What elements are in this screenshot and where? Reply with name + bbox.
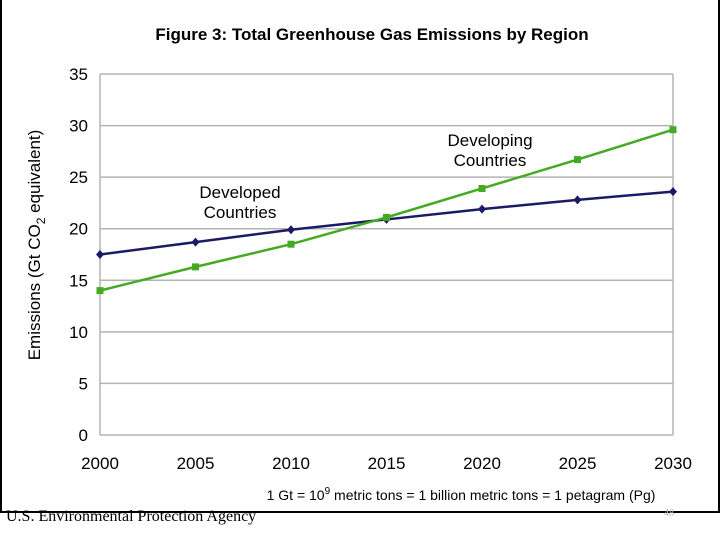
series-label: Countries [454, 151, 527, 170]
series-line-developing [99, 128, 674, 292]
series-label: Developed [199, 183, 280, 202]
data-point [669, 187, 677, 197]
x-tick-label: 2010 [272, 454, 310, 473]
data-point [573, 195, 582, 205]
series-label: Developing [447, 131, 532, 150]
y-tick-label: 30 [69, 117, 88, 136]
data-point [287, 240, 295, 248]
series-label: Countries [204, 203, 277, 222]
x-tick-label: 2000 [81, 454, 119, 473]
x-tick-label: 2030 [654, 454, 692, 473]
chart-title: Figure 3: Total Greenhouse Gas Emissions… [155, 25, 588, 44]
y-tick-label: 35 [69, 65, 88, 84]
footer-source: U.S. Environmental Protection Agency [6, 508, 257, 525]
data-point [478, 184, 486, 192]
data-point [669, 126, 677, 134]
x-tick-label: 2020 [463, 454, 501, 473]
data-point [96, 287, 104, 295]
y-tick-label: 0 [79, 426, 88, 445]
y-tick-label: 5 [79, 374, 88, 393]
data-point [191, 237, 200, 247]
slide-frame [0, 0, 720, 513]
data-point [383, 213, 390, 221]
data-point [574, 156, 581, 164]
x-tick-label: 2015 [368, 454, 406, 473]
y-tick-label: 15 [69, 271, 88, 290]
x-tick-label: 2005 [177, 454, 215, 473]
y-tick-label: 20 [69, 220, 88, 239]
data-point [287, 225, 295, 235]
y-tick-label: 10 [69, 323, 88, 342]
x-tick-label: 2025 [559, 454, 597, 473]
y-axis-label: Emissions (Gt CO2 equivalent) [25, 130, 48, 361]
page-number: 48 [664, 508, 674, 519]
y-tick-label: 25 [69, 168, 88, 187]
data-point [192, 263, 199, 271]
data-point [96, 250, 104, 259]
unit-note: 1 Gt = 109 metric tons = 1 billion metri… [267, 486, 656, 503]
data-point [478, 204, 486, 214]
